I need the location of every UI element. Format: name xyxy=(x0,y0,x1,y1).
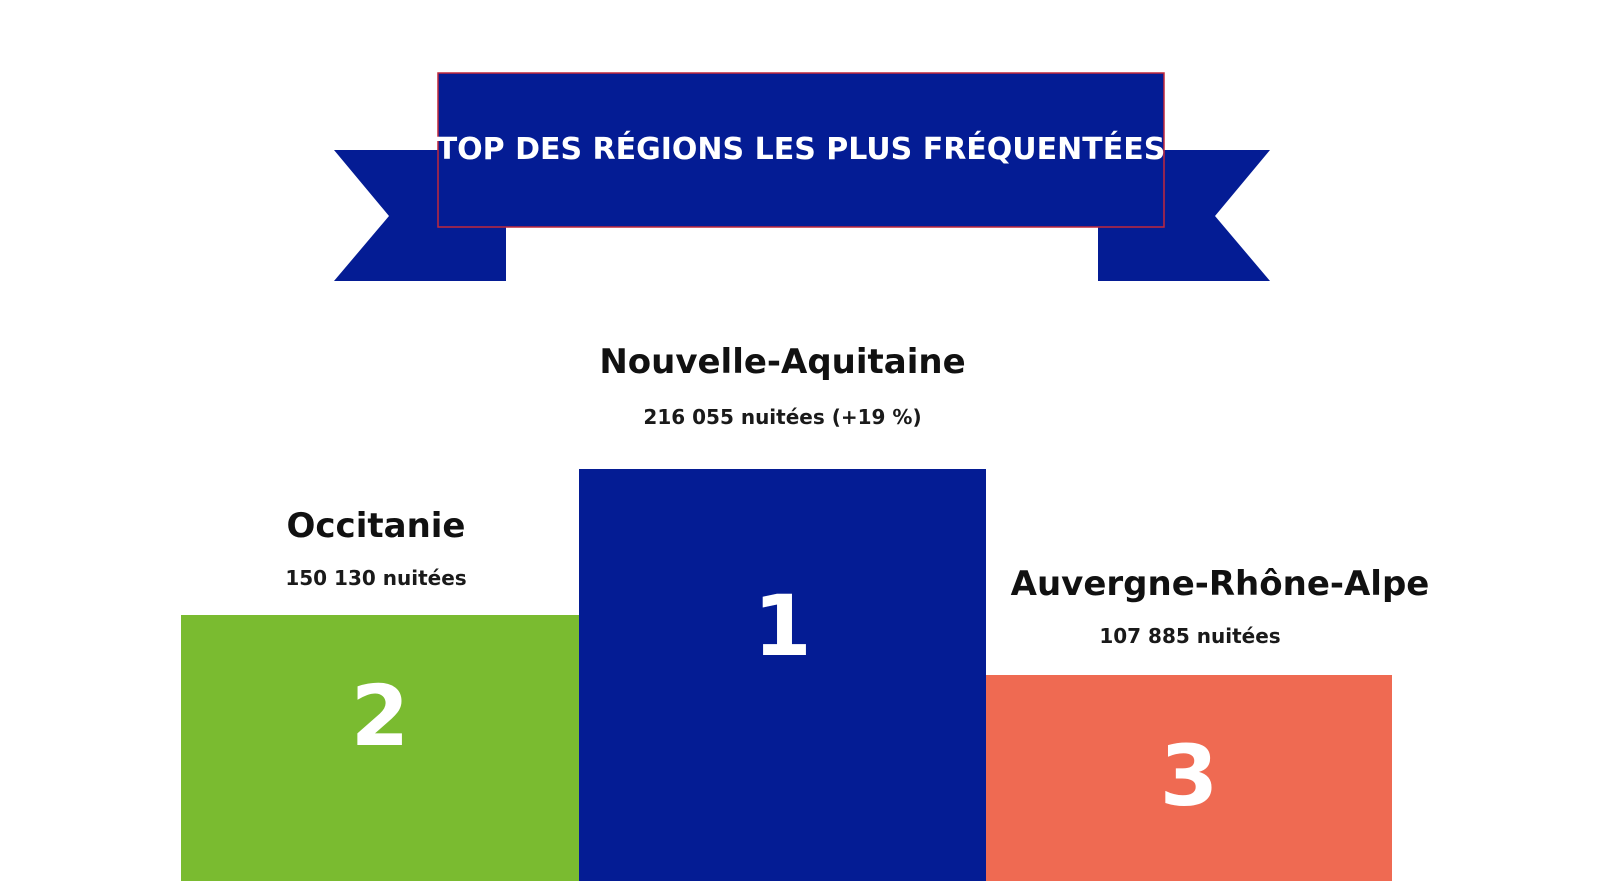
region-name-1: Nouvelle-Aquitaine xyxy=(599,342,966,382)
region-stat-3: 107 885 nuitées xyxy=(1099,624,1281,648)
ribbon-banner xyxy=(334,72,1270,281)
region-stat-1: 216 055 nuitées (+19 %) xyxy=(643,405,922,429)
banner-title: TOP DES RÉGIONS LES PLUS FRÉQUENTÉES xyxy=(436,132,1166,167)
rank-number: 3 xyxy=(1159,727,1219,825)
region-name-3: Auvergne-Rhône-Alpe xyxy=(1010,564,1430,604)
rank-number: 1 xyxy=(753,577,812,675)
rank-number: 2 xyxy=(350,667,410,765)
region-stat-2: 150 130 nuitées xyxy=(285,566,467,590)
podium-block-1: 1 xyxy=(579,469,986,881)
region-name-2: Occitanie xyxy=(286,506,466,546)
podium-block-2: 2 xyxy=(181,615,579,881)
podium-block-3: 3 xyxy=(986,675,1392,881)
ribbon-main xyxy=(437,72,1165,228)
